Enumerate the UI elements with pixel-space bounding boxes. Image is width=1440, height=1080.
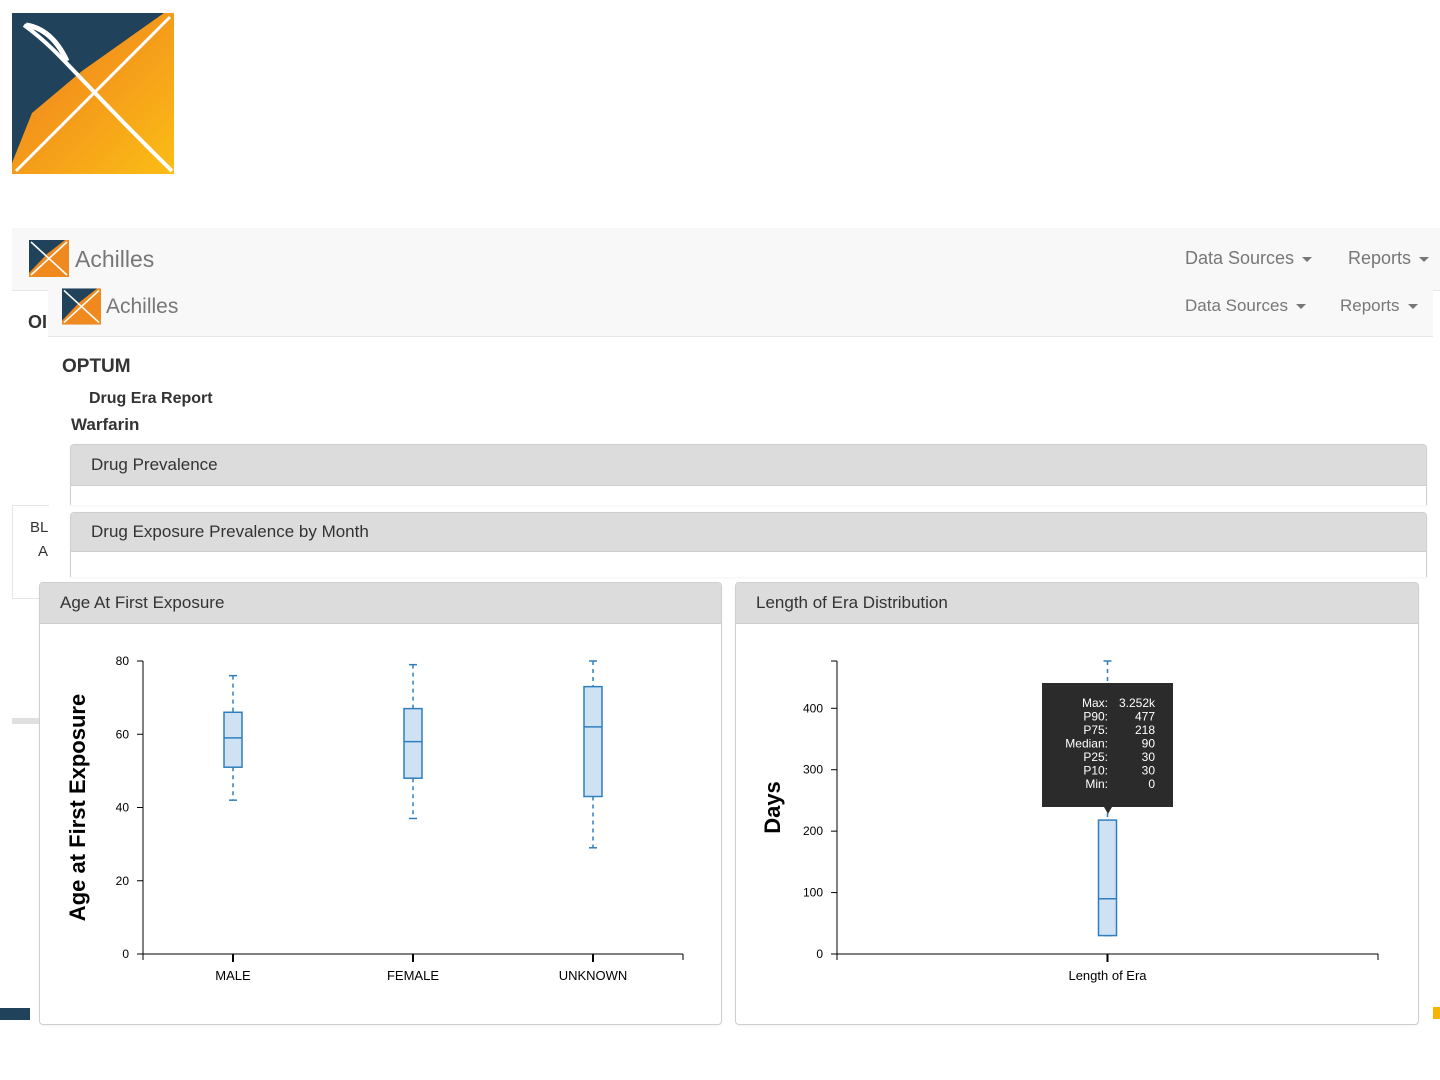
tooltip-value: 30 bbox=[1142, 764, 1156, 778]
tooltip-value: 0 bbox=[1148, 777, 1155, 791]
boxplot-unknown bbox=[583, 660, 603, 849]
y-tick-label: 400 bbox=[803, 701, 823, 715]
iqr-box bbox=[403, 707, 423, 779]
ohdsi-logo bbox=[12, 13, 174, 174]
y-tick-label: 40 bbox=[116, 801, 130, 815]
slide-footer-accent bbox=[1433, 1007, 1440, 1019]
age-first-exposure-panel: Age At First Exposure 0 20 40 60 80 Age at Fi… bbox=[39, 582, 722, 1025]
reports-label: Reports bbox=[1340, 296, 1400, 315]
achilles-logo-icon bbox=[62, 288, 101, 325]
panel-title: Length of Era Distribution bbox=[736, 583, 1418, 624]
brand-name[interactable]: Achilles bbox=[75, 246, 155, 272]
x-tick-label: UNKNOWN bbox=[559, 968, 628, 983]
tooltip-box bbox=[1042, 683, 1173, 807]
y-tick-label: 100 bbox=[803, 886, 823, 900]
y-axis-label: Age at First Exposure bbox=[65, 694, 90, 921]
caret-down-icon bbox=[1419, 256, 1430, 262]
iqr-box bbox=[1097, 819, 1118, 937]
data-sources-menu[interactable]: Data Sources bbox=[1185, 248, 1313, 269]
tooltip-value: 30 bbox=[1142, 750, 1156, 764]
prevalence-by-month-panel: Drug Exposure Prevalence by Month bbox=[70, 512, 1427, 577]
tooltip-value: 90 bbox=[1142, 737, 1156, 751]
data-sources-label: Data Sources bbox=[1185, 296, 1288, 315]
iqr-box bbox=[583, 685, 603, 798]
data-sources-label: Data Sources bbox=[1185, 248, 1295, 268]
tooltip-label: P25: bbox=[1083, 750, 1108, 764]
back-panel-shadow bbox=[12, 718, 40, 724]
data-source-title: OPTUM bbox=[62, 356, 131, 377]
y-axis-label: Days bbox=[760, 781, 785, 834]
tooltip-label: Median: bbox=[1065, 737, 1108, 751]
age-boxplot-chart: 0 20 40 60 80 Age at First Exposure MALE FEMALE… bbox=[65, 654, 684, 983]
y-tick-label: 0 bbox=[816, 947, 823, 961]
tooltip-label: P75: bbox=[1083, 723, 1108, 737]
slide-footer-bar bbox=[0, 1008, 30, 1020]
navbar: Achilles Data Sources Reports bbox=[48, 278, 1433, 337]
iqr-box bbox=[223, 711, 243, 768]
drug-prevalence-panel: Drug Prevalence bbox=[70, 444, 1427, 505]
reports-menu[interactable]: Reports bbox=[1340, 296, 1418, 316]
tooltip-label: Max: bbox=[1082, 696, 1108, 710]
caret-down-icon bbox=[1296, 304, 1306, 310]
brand-name[interactable]: Achilles bbox=[106, 295, 179, 318]
panel-title: Drug Exposure Prevalence by Month bbox=[71, 513, 1426, 552]
y-tick-label: 300 bbox=[803, 763, 823, 777]
tooltip-pointer bbox=[1104, 807, 1112, 814]
y-tick-label: 60 bbox=[116, 727, 130, 741]
y-tick-label: 200 bbox=[803, 824, 823, 838]
y-tick-label: 80 bbox=[116, 654, 130, 668]
back-text-fragment: A bbox=[38, 543, 49, 560]
achilles-logo-icon bbox=[29, 240, 69, 277]
x-tick-label: MALE bbox=[215, 968, 251, 983]
tooltip-value: 477 bbox=[1135, 710, 1155, 724]
tooltip-label: Min: bbox=[1085, 777, 1108, 791]
reports-label: Reports bbox=[1348, 248, 1412, 268]
boxplot-female bbox=[403, 663, 423, 820]
caret-down-icon bbox=[1302, 256, 1313, 262]
panel-title: Drug Prevalence bbox=[71, 445, 1426, 486]
stats-tooltip: Max: 3.252k P90: 477 P75: 218 Median: 90 P25: 30 P… bbox=[1042, 683, 1173, 814]
tooltip-value: 218 bbox=[1135, 723, 1155, 737]
back-heading-fragment: OI bbox=[28, 312, 48, 332]
length-of-era-panel: Length of Era Distribution 0 100 200 300 400… bbox=[735, 582, 1419, 1025]
report-title: Drug Era Report bbox=[89, 390, 213, 407]
drug-name: Warfarin bbox=[71, 415, 140, 434]
tooltip-value: 3.252k bbox=[1119, 696, 1156, 710]
panel-title: Age At First Exposure bbox=[40, 583, 721, 624]
y-tick-label: 20 bbox=[116, 874, 130, 888]
reports-menu[interactable]: Reports bbox=[1348, 248, 1430, 269]
back-text-fragment: BL bbox=[30, 519, 49, 536]
y-tick-label: 0 bbox=[122, 947, 129, 961]
data-sources-menu[interactable]: Data Sources bbox=[1185, 296, 1306, 316]
x-tick-label: FEMALE bbox=[387, 968, 439, 983]
tooltip-label: P90: bbox=[1083, 710, 1108, 724]
tooltip-label: P10: bbox=[1083, 764, 1108, 778]
caret-down-icon bbox=[1407, 304, 1418, 310]
boxplot-male bbox=[223, 674, 243, 801]
x-tick-label: Length of Era bbox=[1068, 968, 1147, 983]
